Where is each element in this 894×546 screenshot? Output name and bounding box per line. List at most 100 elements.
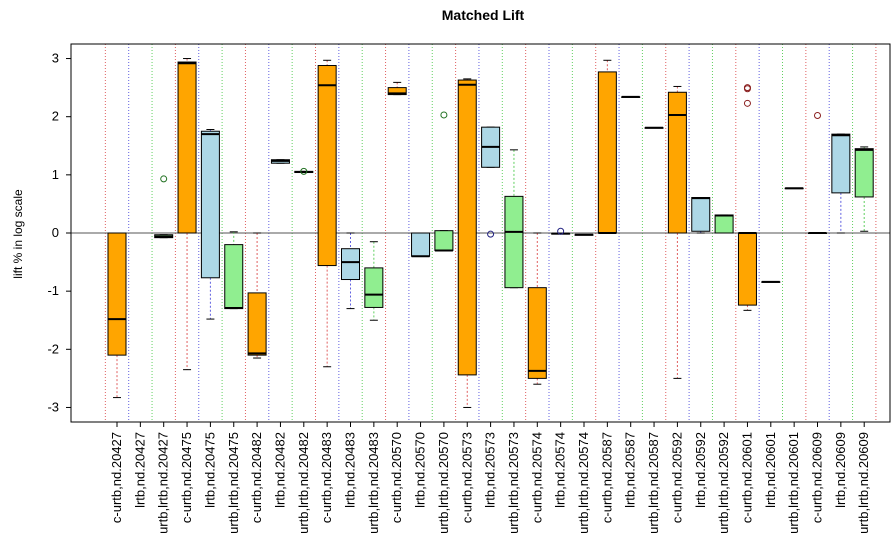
box-body bbox=[387, 87, 407, 96]
y-tick-label: -2 bbox=[47, 341, 59, 356]
x-tick-label: c-urtb,nd.20475 bbox=[179, 432, 194, 523]
box-body bbox=[597, 71, 617, 234]
x-tick-label: c-urtb,nd.20587 bbox=[599, 432, 614, 523]
box-lrtb,nd.20475 bbox=[200, 128, 220, 320]
box-body bbox=[667, 91, 687, 234]
box-c-urtb,nd.20601 bbox=[737, 84, 757, 311]
box-c-urtb,nd.20482 bbox=[247, 232, 267, 359]
box-c-urtb,nd.20570 bbox=[387, 81, 407, 96]
x-tick-label: lrtb,nd.20570 bbox=[413, 432, 428, 508]
box-body bbox=[200, 130, 220, 279]
plot-frame bbox=[70, 43, 891, 423]
box-urtb,lrtb,nd.20427 bbox=[154, 175, 174, 239]
x-tick-label: c-urtb,nd.20482 bbox=[249, 432, 264, 523]
chart-title: Matched Lift bbox=[442, 7, 525, 23]
box-lrtb,nd.20592 bbox=[691, 197, 711, 234]
box-urtb,lrtb,nd.20601 bbox=[784, 187, 804, 190]
box-body bbox=[457, 79, 477, 376]
x-tick-label: urtb,lrtb,nd.20475 bbox=[226, 432, 241, 534]
outlier-point bbox=[487, 230, 495, 238]
box-body bbox=[107, 232, 127, 356]
box-lrtb,nd.20483 bbox=[341, 232, 360, 310]
x-tick-label: lrtb,nd.20587 bbox=[623, 432, 638, 508]
outlier-point bbox=[557, 227, 565, 235]
y-tick-label: -3 bbox=[47, 399, 59, 414]
x-tick-label: urtb,lrtb,nd.20587 bbox=[646, 432, 661, 534]
x-tick-label: urtb,lrtb,nd.20609 bbox=[856, 432, 871, 534]
y-tick-label: 2 bbox=[52, 109, 59, 124]
box-c-urtb,nd.20573 bbox=[457, 78, 477, 408]
x-tick-label: urtb,lrtb,nd.20482 bbox=[296, 432, 311, 534]
y-axis: 3 2 1 0 -1 -2 -3 bbox=[47, 51, 71, 414]
box-lrtb,nd.20573 bbox=[481, 126, 501, 238]
y-axis-label: lift % in log scale bbox=[11, 189, 25, 279]
box-urtb,lrtb,nd.20574 bbox=[574, 233, 594, 236]
x-tick-label: lrtb,nd.20482 bbox=[272, 432, 287, 508]
x-tick-label: lrtb,nd.20601 bbox=[763, 432, 778, 508]
box-body bbox=[317, 65, 337, 267]
box-c-urtb,nd.20609 bbox=[808, 112, 827, 234]
x-tick-label: c-urtb,nd.20601 bbox=[739, 432, 754, 523]
box-urtb,lrtb,nd.20609 bbox=[854, 146, 874, 232]
box-c-urtb,nd.20574 bbox=[527, 232, 547, 385]
x-tick-label: c-urtb,nd.20570 bbox=[389, 432, 404, 523]
x-tick-label: c-urtb,nd.20609 bbox=[810, 432, 825, 523]
x-tick-label: lrtb,nd.20475 bbox=[202, 432, 217, 508]
box-c-urtb,nd.20475 bbox=[177, 58, 197, 371]
x-tick-label: c-urtb,nd.20574 bbox=[529, 432, 544, 523]
x-tick-label: urtb,lrtb,nd.20427 bbox=[156, 432, 171, 534]
box-c-urtb,nd.20427 bbox=[107, 232, 127, 399]
box-lrtb,nd.20587 bbox=[621, 95, 641, 98]
y-tick-label: 3 bbox=[52, 51, 59, 66]
x-tick-label: lrtb,nd.20483 bbox=[343, 432, 358, 508]
x-tick-label: lrtb,nd.20427 bbox=[132, 432, 147, 508]
box-c-urtb,nd.20483 bbox=[317, 59, 337, 368]
x-tick-label: urtb,lrtb,nd.20601 bbox=[786, 432, 801, 534]
y-tick-label: 1 bbox=[52, 167, 59, 182]
box-urtb,lrtb,nd.20475 bbox=[224, 231, 244, 310]
box-body bbox=[527, 287, 547, 379]
x-tick-label: lrtb,nd.20574 bbox=[553, 432, 568, 508]
outlier-point bbox=[160, 175, 168, 183]
x-tick-label: urtb,lrtb,nd.20573 bbox=[506, 432, 521, 534]
box-body bbox=[177, 61, 197, 234]
box-body bbox=[691, 197, 711, 232]
box-body bbox=[831, 133, 851, 194]
box-urtb,lrtb,nd.20482 bbox=[294, 167, 314, 175]
box-lrtb,nd.20601 bbox=[761, 280, 781, 283]
box-lrtb,nd.20609 bbox=[831, 133, 851, 234]
box-urtb,lrtb,nd.20587 bbox=[644, 126, 664, 129]
box-body bbox=[854, 148, 874, 198]
box-body bbox=[434, 230, 454, 251]
box-body bbox=[247, 292, 267, 356]
outlier-point bbox=[440, 111, 448, 119]
box-body bbox=[364, 267, 384, 308]
outlier-point bbox=[300, 167, 308, 175]
x-tick-label: c-urtb,nd.20573 bbox=[459, 432, 474, 523]
x-tick-label: urtb,lrtb,nd.20592 bbox=[716, 432, 731, 534]
box-urtb,lrtb,nd.20592 bbox=[714, 214, 734, 234]
x-tick-label: c-urtb,nd.20592 bbox=[669, 432, 684, 523]
x-tick-label: lrtb,nd.20592 bbox=[693, 432, 708, 508]
x-tick-label: lrtb,nd.20609 bbox=[833, 432, 848, 508]
y-tick-label: -1 bbox=[47, 283, 59, 298]
box-body bbox=[224, 244, 244, 310]
box-lrtb,nd.20570 bbox=[411, 232, 431, 258]
x-tick-label: c-urtb,nd.20483 bbox=[319, 432, 334, 523]
box-urtb,lrtb,nd.20573 bbox=[504, 149, 524, 289]
outlier-point bbox=[814, 112, 821, 120]
outlier-point bbox=[743, 84, 751, 92]
box-lrtb,nd.20574 bbox=[551, 227, 571, 235]
box-lrtb,nd.20482 bbox=[270, 159, 290, 164]
box-body bbox=[411, 232, 431, 257]
box-urtb,lrtb,nd.20483 bbox=[364, 241, 384, 321]
box-body bbox=[737, 232, 757, 306]
boxes bbox=[107, 58, 874, 408]
x-axis: c-urtb,nd.20427 lrtb,nd.20427 urtb,lrtb,nd… bbox=[109, 422, 871, 534]
x-tick-label: urtb,lrtb,nd.20570 bbox=[436, 432, 451, 534]
box-urtb,lrtb,nd.20570 bbox=[434, 111, 454, 252]
outlier-point bbox=[743, 99, 751, 107]
box-body bbox=[341, 248, 360, 281]
x-tick-label: lrtb,nd.20573 bbox=[483, 432, 498, 508]
